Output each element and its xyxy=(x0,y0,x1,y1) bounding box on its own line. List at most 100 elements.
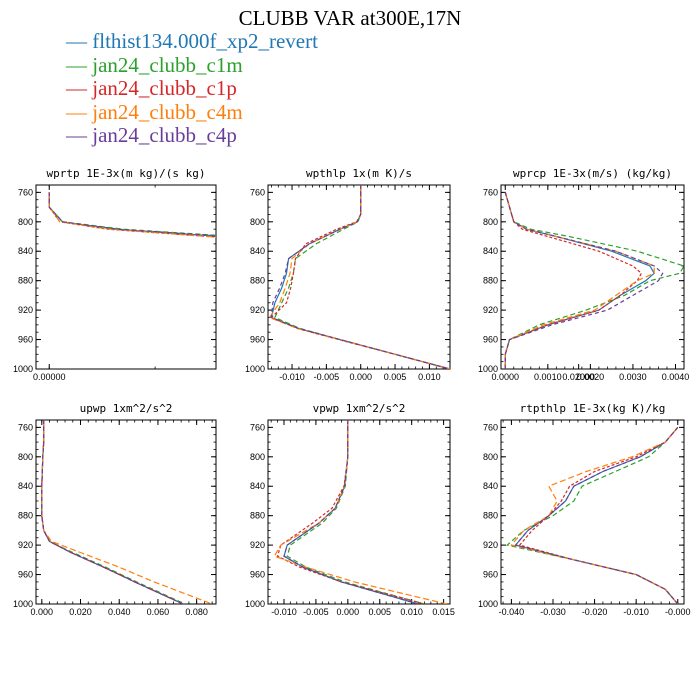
series-line xyxy=(518,427,679,604)
y-tick-label: 920 xyxy=(250,305,265,315)
legend-label: jan24_clubb_c4m xyxy=(92,99,243,124)
x-tick-label: -0.010 xyxy=(271,607,297,617)
legend-label: flthist134.000f_xp2_revert xyxy=(92,29,318,53)
panel-title: upwp 1xm^2/s^2 xyxy=(80,402,173,415)
x-tick-label: -0.010 xyxy=(623,607,649,617)
series-line xyxy=(283,420,419,604)
y-tick-label: 1000 xyxy=(13,599,33,609)
x-tick-label: 0.0020 xyxy=(577,372,605,382)
x-tick-label: -0.010 xyxy=(279,372,305,382)
y-tick-label: 960 xyxy=(483,570,498,580)
series-line xyxy=(48,192,216,238)
y-tick-label: 1000 xyxy=(478,364,498,374)
y-tick-label: 840 xyxy=(250,481,265,491)
y-tick-label: 920 xyxy=(483,540,498,550)
y-tick-label: 920 xyxy=(483,305,498,315)
x-tick-label: 0.000 xyxy=(337,607,360,617)
x-tick-label: 0.0030 xyxy=(619,372,647,382)
y-tick-label: 840 xyxy=(18,481,33,491)
series-line xyxy=(286,420,425,604)
series-line xyxy=(41,420,184,604)
y-tick-label: 760 xyxy=(18,422,33,432)
panel-title: rtpthlp 1E-3x(kg K)/kg xyxy=(520,402,666,415)
y-tick-label: 800 xyxy=(250,452,265,462)
axes-frame xyxy=(267,184,451,370)
y-tick-label: 800 xyxy=(18,452,33,462)
x-tick-label: -0.040 xyxy=(499,607,525,617)
panel: wprtp 1E-3x(m kg)/(s kg) 760 800 840 880 920 9… xyxy=(13,167,595,382)
series-line xyxy=(504,192,684,369)
series-line xyxy=(48,192,216,238)
x-tick-label: 0.005 xyxy=(368,607,391,617)
legend-item: — jan24_clubb_c1m xyxy=(66,52,318,78)
legend-marker: — xyxy=(66,29,93,53)
series-line xyxy=(48,192,216,237)
y-tick-label: 880 xyxy=(483,276,498,286)
series-line xyxy=(276,420,425,604)
y-tick-label: 840 xyxy=(18,246,33,256)
y-tick-label: 1000 xyxy=(478,599,498,609)
x-tick-label: 0.000 xyxy=(349,372,372,382)
x-tick-label: 0.040 xyxy=(108,607,131,617)
legend-marker: — xyxy=(66,99,93,124)
series-line xyxy=(268,185,450,369)
y-tick-label: 1000 xyxy=(245,364,265,374)
series-line xyxy=(48,192,216,236)
legend-marker: — xyxy=(66,52,93,77)
y-tick-label: 1000 xyxy=(245,599,265,609)
series-line xyxy=(41,420,186,604)
y-tick-label: 960 xyxy=(18,335,33,345)
y-tick-label: 880 xyxy=(18,276,33,286)
y-tick-label: 760 xyxy=(250,422,265,432)
x-tick-label: 0.010 xyxy=(400,607,423,617)
legend-label: jan24_clubb_c1p xyxy=(92,76,237,100)
x-tick-label: 0.080 xyxy=(185,607,208,617)
y-tick-label: 880 xyxy=(18,511,33,521)
y-tick-label: 880 xyxy=(250,511,265,521)
panel: vpwp 1xm^2/s^2 760 800 840 880 920 960 1000 -0.0… xyxy=(245,402,455,617)
panel: wpthlp 1x(m K)/s 760 800 840 880 920 960 1000 -0… xyxy=(245,167,451,382)
legend-label: jan24_clubb_c1m xyxy=(92,52,243,77)
x-tick-label: -0.005 xyxy=(303,607,329,617)
x-tick-label: 0.005 xyxy=(384,372,407,382)
axes-frame xyxy=(35,184,217,370)
x-tick-label: -0.020 xyxy=(582,607,608,617)
panel-title: wprtp 1E-3x(m kg)/(s kg) xyxy=(47,167,206,180)
panel-title: vpwp 1xm^2/s^2 xyxy=(313,402,406,415)
x-tick-label: 0.0000 xyxy=(491,372,519,382)
y-tick-label: 800 xyxy=(250,217,265,227)
x-tick-label: -0.030 xyxy=(540,607,566,617)
legend-item: — jan24_clubb_c4m xyxy=(66,99,318,125)
series-line xyxy=(504,192,655,369)
x-tick-label: 0.060 xyxy=(147,607,170,617)
series-line xyxy=(510,427,679,604)
x-tick-label: 0.0010 xyxy=(534,372,562,382)
legend-marker: — xyxy=(66,123,93,147)
y-tick-label: 920 xyxy=(18,305,33,315)
series-line xyxy=(504,192,643,369)
x-tick-label: 0.010 xyxy=(418,372,441,382)
y-tick-label: 760 xyxy=(483,422,498,432)
axes-frame xyxy=(35,419,217,605)
legend-label: jan24_clubb_c4p xyxy=(92,123,237,147)
y-tick-label: 760 xyxy=(250,187,265,197)
panel: wprcp 1E-3x(m/s) (kg/kg) 760 800 840 880 920 9… xyxy=(478,167,689,382)
y-tick-label: 960 xyxy=(18,570,33,580)
y-tick-label: 880 xyxy=(483,511,498,521)
series-line xyxy=(514,427,679,604)
panel: rtpthlp 1E-3x(kg K)/kg 760 800 840 880 920 960… xyxy=(478,402,691,617)
y-tick-label: 960 xyxy=(250,570,265,580)
legend-item: — jan24_clubb_c4p xyxy=(66,123,318,148)
series-line xyxy=(273,420,447,604)
series-line xyxy=(41,420,213,604)
series-line xyxy=(504,192,664,369)
legend-marker: — xyxy=(66,76,93,100)
figure-title: CLUBB VAR at300E,17N xyxy=(238,6,462,30)
series-line xyxy=(283,420,419,604)
x-tick-label: -0.000 xyxy=(665,607,691,617)
series-line xyxy=(41,420,184,604)
panel-title: wprcp 1E-3x(m/s) (kg/kg) xyxy=(513,167,672,180)
y-tick-label: 840 xyxy=(483,481,498,491)
series-line xyxy=(48,192,216,237)
